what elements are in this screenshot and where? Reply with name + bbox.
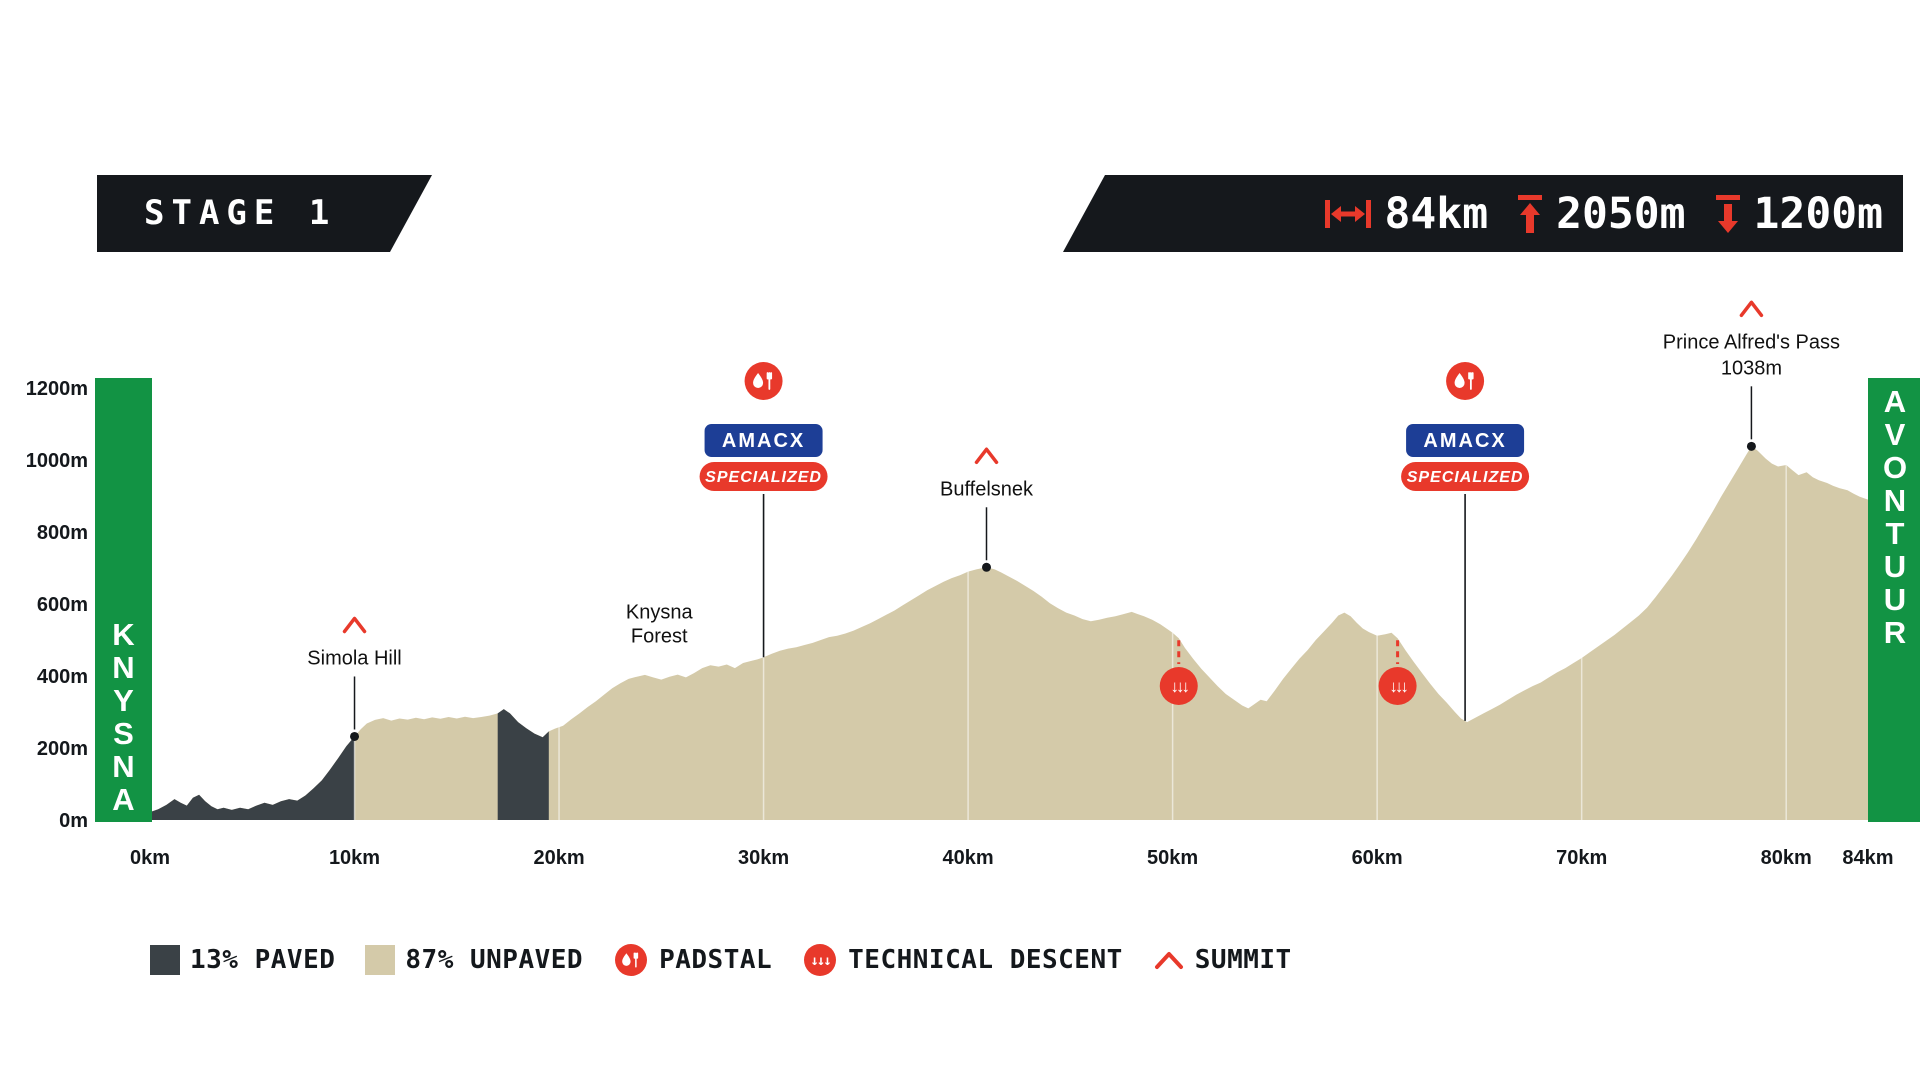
specialized-badge xyxy=(699,462,828,491)
stat-distance: 84km xyxy=(1323,188,1489,239)
svg-text:↓↓↓: ↓↓↓ xyxy=(1171,677,1189,696)
amacx-badge xyxy=(1406,424,1525,457)
svg-text:↓↓↓: ↓↓↓ xyxy=(811,953,831,969)
profile-area-paved-0 xyxy=(150,736,355,820)
profile-area-unpaved xyxy=(150,446,1868,820)
svg-text:U: U xyxy=(1884,582,1906,617)
svg-text:R: R xyxy=(1884,615,1906,650)
y-tick-label: 200m xyxy=(37,738,88,760)
specialized-badge xyxy=(1401,462,1530,491)
stat-ascent: 2050m xyxy=(1516,188,1686,239)
y-tick-label: 1200m xyxy=(26,378,88,400)
legend-item-paved: 13% PAVED xyxy=(150,945,335,975)
svg-text:N: N xyxy=(1884,483,1906,518)
distance-icon xyxy=(1324,199,1371,228)
technical-descent-icon xyxy=(1378,667,1417,705)
y-tick-label: 800m xyxy=(37,522,88,544)
summit-label: Simola Hill xyxy=(307,647,401,669)
stat-ascent-value: 2050m xyxy=(1556,188,1686,239)
stage-title: STAGE 1 xyxy=(144,193,337,233)
summit-caret-icon xyxy=(342,616,367,634)
summit-marker: Prince Alfred's Pass 1038m xyxy=(1663,300,1840,451)
stat-distance-value: 84km xyxy=(1384,188,1489,239)
svg-text:N: N xyxy=(112,749,134,784)
technical-descent-marker: ↓↓↓ xyxy=(1159,640,1198,705)
svg-text:A: A xyxy=(1884,384,1906,419)
svg-text:N: N xyxy=(112,650,134,685)
svg-text:A: A xyxy=(112,782,134,817)
stat-descent: 1200m xyxy=(1714,189,1883,239)
amacx-badge xyxy=(704,424,823,457)
legend-technical-descent-label: TECHNICAL DESCENT xyxy=(848,945,1123,975)
x-tick-label: 20km xyxy=(533,847,584,869)
x-tick-label: 10km xyxy=(329,847,380,869)
legend-paved-label: 13% PAVED xyxy=(190,945,336,975)
ascent-icon xyxy=(1518,194,1543,233)
padstal-icon xyxy=(1446,362,1485,400)
padstal-marker: AMACX SPECIALIZED xyxy=(699,362,828,658)
stat-descent-value: 1200m xyxy=(1753,188,1883,239)
padstal-icon xyxy=(744,362,783,400)
summit-caret-icon xyxy=(1154,952,1183,969)
technical-descent-marker: ↓↓↓ xyxy=(1378,640,1417,705)
svg-text:K: K xyxy=(112,617,135,652)
svg-text:V: V xyxy=(1885,417,1906,452)
svg-text:Y: Y xyxy=(113,683,134,718)
x-tick-label: 40km xyxy=(943,847,994,869)
summit-caret-icon xyxy=(974,447,999,465)
y-tick-label: 1000m xyxy=(26,450,88,472)
specialized-badge-label: SPECIALIZED xyxy=(1407,469,1524,486)
unpaved-swatch xyxy=(365,945,396,975)
technical-descent-icon xyxy=(1159,667,1198,705)
x-tick-label: 50km xyxy=(1147,847,1198,869)
legend-item-padstal: PADSTAL xyxy=(613,942,772,978)
x-tick-label: 80km xyxy=(1761,847,1812,869)
padstal-marker: AMACX SPECIALIZED xyxy=(1401,362,1530,721)
summit-label: 1038m xyxy=(1721,357,1782,379)
x-tick-label: 70km xyxy=(1556,847,1607,869)
descent-icon xyxy=(1715,194,1740,233)
stage-banner: STAGE 1 xyxy=(97,175,432,252)
summit-caret-icon xyxy=(1739,300,1764,318)
stats-banner: 84km 2050m 1200m xyxy=(1063,175,1903,252)
area-label: Knysna xyxy=(626,601,694,623)
y-tick-label: 600m xyxy=(37,594,88,616)
summit-label: Prince Alfred's Pass xyxy=(1663,331,1840,353)
x-tick-label: 84km xyxy=(1842,847,1893,869)
profile-area-paved-1 xyxy=(497,709,549,820)
padstal-icon xyxy=(615,944,648,976)
legend-item-unpaved: 87% UNPAVED xyxy=(365,945,583,975)
svg-text:U: U xyxy=(1884,549,1906,584)
x-tick-label: 0km xyxy=(130,847,170,869)
summit-marker: Buffelsnek xyxy=(940,447,1034,572)
axis-labels: 0m 200m 400m 600m 800m 1000m 1200m 0km 10km 20km 3… xyxy=(26,378,1894,869)
paved-swatch xyxy=(150,945,180,975)
legend: 13% PAVED 87% UNPAVED PADSTAL ↓↓↓ TECHNI… xyxy=(150,936,1292,984)
summit-marker: Simola Hill xyxy=(307,616,402,741)
legend-unpaved-label: 87% UNPAVED xyxy=(405,945,584,975)
area-label: Forest xyxy=(631,625,688,647)
svg-text:↓↓↓: ↓↓↓ xyxy=(1389,677,1407,696)
amacx-badge-label: AMACX xyxy=(1423,430,1506,452)
svg-text:O: O xyxy=(1883,450,1907,485)
svg-text:S: S xyxy=(113,716,134,751)
summit-label: Buffelsnek xyxy=(940,478,1034,500)
legend-item-technical-descent: ↓↓↓ TECHNICAL DESCENT xyxy=(802,942,1123,978)
y-tick-label: 400m xyxy=(37,666,88,688)
legend-item-summit: SUMMIT xyxy=(1153,945,1292,975)
legend-padstal-label: PADSTAL xyxy=(659,945,773,975)
amacx-badge-label: AMACX xyxy=(722,430,805,452)
legend-summit-label: SUMMIT xyxy=(1194,945,1292,975)
y-tick-label: 0m xyxy=(59,810,88,832)
x-tick-label: 30km xyxy=(738,847,789,869)
technical-descent-icon: ↓↓↓ xyxy=(804,944,837,976)
svg-text:T: T xyxy=(1886,516,1905,551)
x-tick-label: 60km xyxy=(1352,847,1403,869)
specialized-badge-label: SPECIALIZED xyxy=(705,469,822,486)
